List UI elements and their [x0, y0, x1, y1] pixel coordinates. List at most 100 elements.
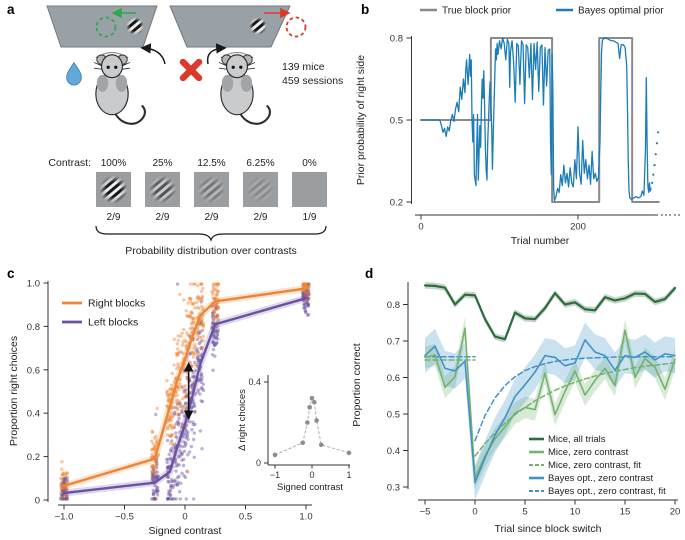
right-blocks-curve — [62, 287, 308, 488]
d-y-tick-label: 0.5 — [387, 410, 400, 421]
error-x-icon — [179, 58, 203, 82]
d-series-line — [424, 339, 676, 484]
contrast-percent-label: 12.5% — [197, 158, 225, 169]
d-series-band — [425, 282, 675, 343]
b-legend-label: Bayes optimal prior — [578, 6, 664, 17]
contrast-square-fade — [243, 172, 278, 207]
bayes-prior-tail-dot — [655, 142, 658, 145]
wheel-turn-arrow-left — [140, 43, 166, 65]
c-x-tick-label: 0 — [182, 512, 187, 523]
d-legend-label: Mice, zero contrast, fit — [548, 460, 641, 471]
panel-c-letter: c — [7, 266, 15, 281]
left-gabor-fade — [125, 16, 145, 36]
contrast-percent-label: 0% — [302, 158, 317, 169]
b-x-tick-label: 200 — [570, 222, 586, 233]
contrast-percent-label: 100% — [101, 158, 127, 169]
curly-brace — [95, 225, 327, 242]
left-mouse — [92, 51, 146, 125]
b-axis-continuation-dot — [674, 214, 676, 216]
d-x-tick-label: 5 — [522, 507, 527, 518]
contrast-percent-label: 6.25% — [246, 158, 274, 169]
sessions-count: 459 sessions — [282, 75, 343, 87]
panel-a-letter: a — [7, 2, 15, 17]
water-drop-icon — [66, 61, 82, 86]
contrast-probability: 2/9 — [205, 212, 219, 223]
d-legend-label: Mice, all trials — [548, 434, 606, 445]
panel-d-chart: 0.3 0.4 0.5 0.6 0.7 0.8 Proportion correct −5 0 5… — [351, 282, 680, 535]
true-block-prior-line — [420, 37, 660, 203]
panel-b-letter: b — [361, 2, 370, 17]
b-y-tick-label: 0.5 — [390, 116, 403, 127]
b-y-tick-label: 0.8 — [390, 34, 403, 45]
c-inset-point — [312, 399, 317, 405]
contrast-square-fade — [292, 172, 327, 207]
c-y-tick-label: 0 — [35, 496, 40, 507]
contrast-row: 100% 2/9 25% 2/9 12.5% 2/9 6.25% 2/9 0% 1/9 — [96, 158, 327, 223]
bayes-prior-tail-dot — [652, 173, 655, 176]
panel-d-letter: d — [365, 266, 374, 281]
b-y-axis-label: Prior probability of right side — [355, 55, 367, 185]
b-legend-label: True block prior — [442, 6, 512, 17]
b-axis-continuation-dot — [678, 214, 680, 216]
d-fit-post-line — [474, 355, 676, 442]
c-inset-point — [307, 405, 312, 410]
contrast-probability: 2/9 — [107, 212, 121, 223]
c-inset-point — [309, 395, 315, 401]
bayes-prior-tail-dot — [651, 181, 654, 184]
contrast-label: Contrast: — [48, 157, 91, 169]
c-x-tick-label: −1.0 — [55, 512, 74, 523]
right-screen — [169, 5, 291, 48]
wheel-turn-arrow-right — [206, 43, 227, 65]
c-inset-y-tick-label: 0.4 — [248, 377, 261, 387]
d-series-band — [425, 317, 675, 489]
d-fit-post-line — [474, 362, 676, 457]
contrast-square-fade — [96, 172, 131, 207]
c-y-tick-label: 0.4 — [27, 409, 40, 420]
right-gabor-fade — [248, 16, 268, 36]
c-inset-y-tick-label: 0 — [256, 458, 261, 468]
d-legend-label: Bayes opt., zero contrast, fit — [548, 486, 666, 497]
contrast-probability: 2/9 — [254, 212, 268, 223]
b-y-tick-label: 0.2 — [390, 198, 403, 209]
c-y-axis-label: Proportion right choices — [8, 336, 20, 446]
c-inset-point — [300, 440, 306, 446]
c-inset-x-tick-label: 0 — [309, 470, 314, 480]
b-x-axis-label: Trial number — [511, 235, 570, 247]
bayes-optimal-prior-line — [420, 37, 652, 202]
mice-count: 139 mice — [282, 61, 325, 73]
c-inset-point — [272, 452, 278, 458]
c-y-tick-label: 1.0 — [27, 279, 40, 290]
target-circle-green — [95, 16, 117, 38]
panel-b-chart: 0.2 0.5 0.8 Prior probability of right side… — [355, 6, 680, 247]
d-y-tick-label: 0.4 — [387, 446, 400, 457]
d-y-tick-label: 0.7 — [387, 337, 400, 348]
bayes-prior-tail-dot — [656, 131, 660, 134]
right-mouse — [217, 51, 271, 125]
b-axis-continuation-dot — [669, 214, 671, 216]
d-x-axis-label: Trial since block switch — [495, 523, 602, 535]
d-x-tick-label: 15 — [620, 507, 631, 518]
c-inset-y-axis-label: Δ right choices — [237, 389, 248, 451]
c-inset-point — [314, 418, 319, 423]
c-inset-dashed-line — [274, 397, 350, 456]
contrast-square-fade — [194, 172, 229, 207]
c-scatter-points — [58, 282, 312, 501]
c-y-tick-label: 0.2 — [27, 452, 40, 463]
c-inset-x-axis-label: Signed contrast — [277, 482, 343, 493]
b-x-tick-label: 0 — [418, 222, 423, 233]
c-y-tick-label: 0.6 — [27, 365, 40, 376]
d-series-line — [423, 284, 677, 341]
d-y-tick-label: 0.3 — [387, 483, 400, 494]
d-y-axis-label: Proportion correct — [351, 343, 363, 427]
d-y-tick-label: 0.6 — [387, 373, 400, 384]
c-inset-point — [346, 450, 352, 456]
c-inset-point — [318, 442, 324, 448]
d-x-tick-label: 10 — [570, 507, 581, 518]
panel-a-schematic: 139 mice 459 sessions Contrast: 100% 2/9 2… — [46, 5, 343, 257]
d-legend-label: Mice, zero contrast — [548, 447, 629, 458]
c-x-tick-label: 0.5 — [239, 512, 252, 523]
c-legend-label: Right blocks — [88, 298, 145, 310]
